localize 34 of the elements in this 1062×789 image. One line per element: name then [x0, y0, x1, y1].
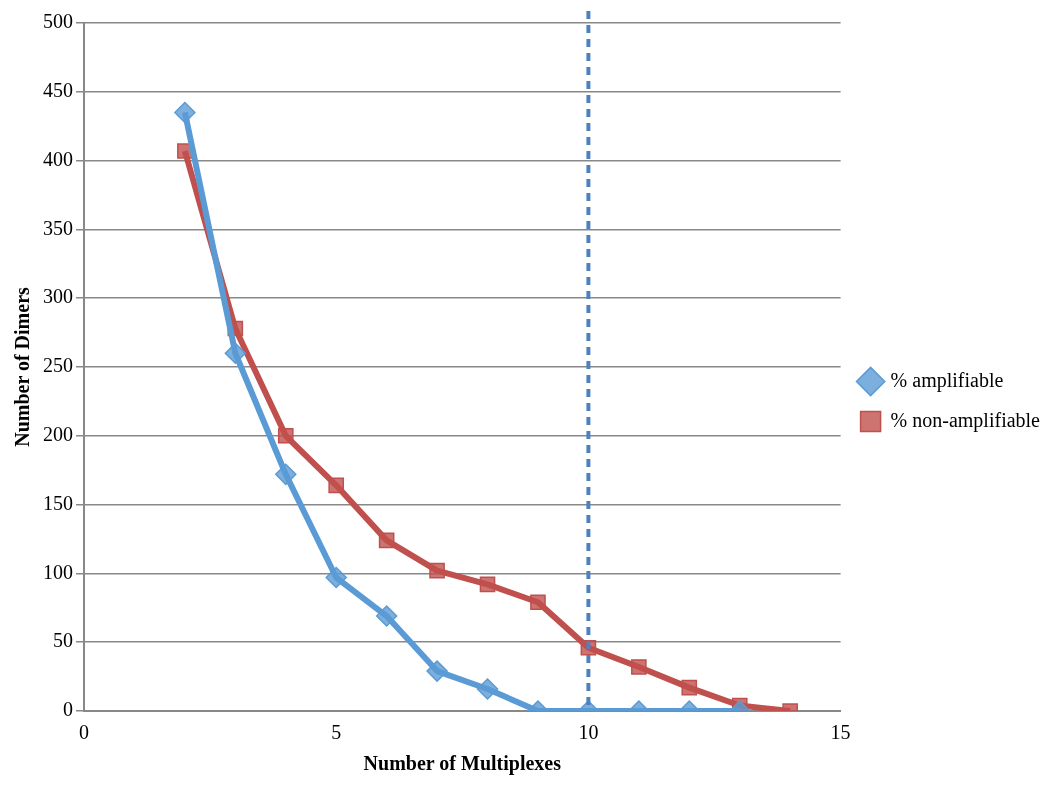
x-tick-label: 10	[578, 721, 599, 744]
y-tick-label: 450	[43, 79, 73, 102]
y-tick-label: 350	[43, 216, 73, 239]
point	[277, 427, 294, 444]
x-tick-label: 0	[79, 721, 89, 744]
y-tick-label: 150	[43, 491, 73, 514]
point	[429, 562, 445, 579]
x-tick-label: 15	[830, 721, 851, 744]
point	[224, 342, 247, 364]
x-axis-title: Number of Multiplexes	[363, 752, 562, 776]
point	[631, 659, 647, 675]
point	[328, 477, 345, 494]
point	[325, 566, 347, 589]
y-axis-title: Number of Dimers	[11, 286, 34, 447]
point	[479, 576, 496, 593]
point	[378, 532, 395, 549]
y-tick-label: 400	[43, 147, 73, 170]
point	[530, 594, 546, 611]
y-tick-label: 250	[43, 354, 73, 377]
legend-label: % non-amplifiable	[890, 408, 1041, 432]
y-tick-label: 500	[43, 10, 73, 33]
y-tick-label: 200	[43, 423, 73, 446]
point	[275, 463, 297, 486]
point	[174, 101, 196, 124]
point	[426, 660, 448, 682]
y-tick-label: 50	[53, 629, 73, 652]
point	[476, 678, 499, 700]
point	[375, 605, 398, 627]
y-tick-label: 300	[43, 285, 73, 308]
x-tick-label: 5	[331, 721, 342, 744]
y-tick-label: 0	[63, 698, 73, 721]
y-tick-label: 100	[43, 560, 73, 583]
point	[681, 679, 698, 696]
legend-label: % amplifiable	[890, 368, 1004, 392]
